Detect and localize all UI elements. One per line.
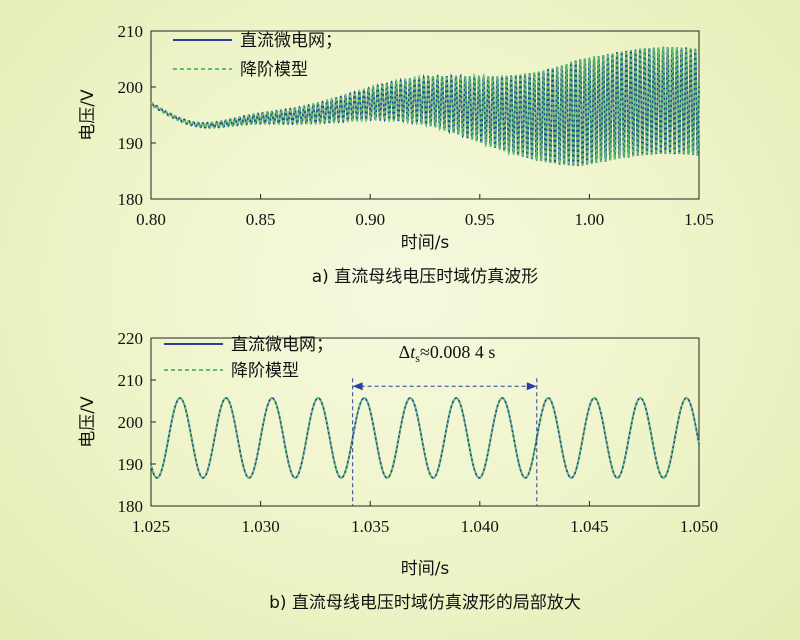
- chart-b-xtick-label: 1.040: [461, 517, 499, 536]
- chart-a-ytick-label: 210: [118, 22, 144, 41]
- chart-b-legend-label-microgrid: 直流微电网；: [231, 335, 333, 355]
- chart-a-xtick-label: 1.00: [575, 210, 605, 229]
- chart-b-series-reduced-line: [150, 397, 700, 479]
- chart-b-xtick-label: 1.030: [241, 517, 279, 536]
- chart-a-legend-label-microgrid: 直流微电网；: [240, 31, 342, 51]
- chart-a: 0.80 0.85 0.90 0.95 1.00 1.05 180 190 200 210 直流微…: [78, 22, 714, 287]
- chart-b-ticks: 1.025 1.030 1.035 1.040 1.045 1.050 180 190 200 2…: [118, 329, 719, 536]
- chart-b-xtick-label: 1.045: [570, 517, 608, 536]
- chart-b-xtick-label: 1.050: [680, 517, 718, 536]
- chart-b-ytick-label: 190: [118, 455, 144, 474]
- chart-a-ytick-label: 180: [118, 190, 144, 209]
- chart-a-xtick-label: 0.85: [246, 210, 276, 229]
- chart-a-xlabel: 时间/s: [401, 233, 450, 253]
- chart-a-xtick-label: 0.90: [355, 210, 385, 229]
- chart-b-xtick-label: 1.035: [351, 517, 389, 536]
- chart-b-legend-label-reduced: 降阶模型: [231, 361, 299, 381]
- chart-a-xtick-label: 0.80: [136, 210, 166, 229]
- chart-a-ytick-label: 200: [118, 78, 144, 97]
- chart-a-ytick-label: 190: [118, 134, 144, 153]
- chart-b-series: [150, 397, 700, 479]
- chart-a-legend-label-reduced: 降阶模型: [240, 60, 308, 80]
- chart-b-xlabel: 时间/s: [401, 559, 450, 579]
- chart-b-ytick-label: 200: [118, 413, 144, 432]
- chart-b-period-annotation: Δts≈0.008 4 s: [352, 342, 538, 506]
- chart-b-series-microgrid-line: [150, 397, 700, 479]
- chart-a-xtick-label: 0.95: [465, 210, 495, 229]
- chart-b-period-label: Δts≈0.008 4 s: [399, 342, 496, 365]
- chart-b: 1.025 1.030 1.035 1.040 1.045 1.050 180 190 200 2…: [78, 329, 718, 613]
- chart-a-ylabel: 电压/V: [78, 89, 98, 141]
- chart-a-caption: a) 直流母线电压时域仿真波形: [312, 267, 538, 287]
- chart-b-ytick-label: 180: [118, 497, 144, 516]
- chart-a-series: [150, 46, 700, 167]
- chart-a-legend: 直流微电网； 降阶模型: [173, 31, 342, 80]
- chart-b-period-arrow-right: [526, 382, 537, 391]
- chart-a-ticks: 0.80 0.85 0.90 0.95 1.00 1.05 180 190 200 210: [118, 22, 714, 229]
- chart-b-ytick-label: 220: [118, 329, 144, 348]
- chart-a-series-reduced-line: [150, 46, 700, 167]
- chart-b-period-arrow-left: [352, 382, 363, 391]
- chart-b-ytick-label: 210: [118, 371, 144, 390]
- chart-b-legend: 直流微电网； 降阶模型: [164, 335, 333, 381]
- chart-b-caption: b) 直流母线电压时域仿真波形的局部放大: [269, 593, 581, 613]
- chart-b-ylabel: 电压/V: [78, 396, 98, 448]
- chart-b-xtick-label: 1.025: [132, 517, 170, 536]
- chart-a-xtick-label: 1.05: [684, 210, 714, 229]
